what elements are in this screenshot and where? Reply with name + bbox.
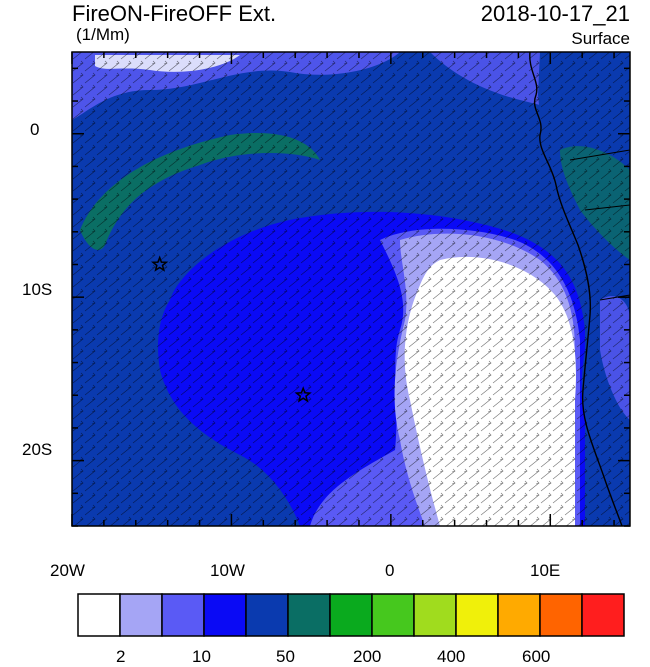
plot-frame xyxy=(71,51,631,527)
colorbar-label-2: 2 xyxy=(116,647,126,666)
colorbar-label-50: 50 xyxy=(276,647,295,666)
y-tick-10s: 10S xyxy=(22,280,53,299)
tick-marks xyxy=(71,52,630,527)
colorbar-label-200: 200 xyxy=(353,647,382,666)
wind-vectors xyxy=(72,52,630,526)
y-tick-0: 0 xyxy=(30,120,40,139)
star-marker xyxy=(294,386,312,403)
colorbar-label-400: 400 xyxy=(437,647,466,666)
plot-title: FireON-FireOFF Ext. xyxy=(72,1,277,26)
coastline xyxy=(529,52,623,526)
star-marker xyxy=(150,255,169,272)
x-tick-10w: 10W xyxy=(210,561,245,580)
x-tick-0: 0 xyxy=(385,561,395,580)
x-tick-10e: 10E xyxy=(530,561,561,580)
colorbar-label-600: 600 xyxy=(522,647,551,666)
y-tick-20s: 20S xyxy=(22,440,53,459)
level-label: Surface xyxy=(571,29,630,48)
marker-layer xyxy=(150,255,312,403)
colorbar-label-10: 10 xyxy=(192,647,211,666)
border-line xyxy=(569,149,630,301)
x-tick-20w: 20W xyxy=(50,561,85,580)
date-time-label: 2018-10-17_21 xyxy=(480,1,630,26)
units-label: (1/Mm) xyxy=(76,25,130,44)
